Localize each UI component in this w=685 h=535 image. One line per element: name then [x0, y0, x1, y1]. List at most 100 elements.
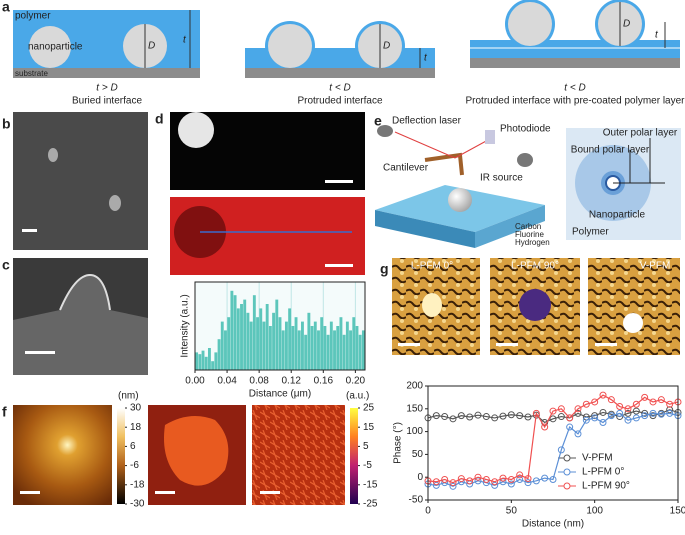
point: [541, 423, 549, 431]
image-label: L-PFM 0°: [411, 261, 453, 272]
panel-f: f (nm) (a.u.): [2, 391, 369, 505]
panel-label: a: [2, 0, 10, 15]
bar: [284, 321, 288, 370]
point: [666, 400, 674, 408]
point: [632, 400, 640, 408]
label: Carbon: [515, 222, 541, 231]
panel-e: e Deflection laser Photodiode Cantilever…: [374, 113, 681, 248]
caption: Protruded interface: [297, 96, 382, 107]
panel-label: e: [374, 113, 382, 129]
point: [624, 405, 632, 413]
cantilever: [424, 152, 464, 176]
colorbar-label: 6: [130, 441, 136, 452]
x-tick-label: 0.16: [314, 376, 334, 387]
laser: [454, 139, 489, 159]
point: [491, 414, 499, 422]
x-tick-label: 50: [506, 506, 518, 517]
colorbar-unit: (a.u.): [346, 391, 369, 402]
bar: [358, 334, 362, 370]
scale-bar: [496, 343, 518, 346]
laser-source: [377, 125, 393, 137]
photodiode: [485, 130, 495, 144]
panel-label: d: [155, 111, 164, 127]
bar: [204, 356, 208, 370]
label: nanoparticle: [28, 42, 83, 53]
particle: [109, 195, 121, 211]
colorbar-label: -30: [130, 499, 145, 510]
bar: [336, 326, 340, 370]
bar: [323, 326, 327, 370]
bar: [294, 317, 298, 370]
bar: [288, 308, 292, 370]
label: Nanoparticle: [589, 210, 646, 221]
bar: [342, 334, 346, 370]
sample-side: [475, 205, 545, 248]
point: [657, 396, 665, 404]
point: [499, 474, 507, 482]
bar: [246, 312, 250, 370]
bar: [224, 330, 227, 370]
colorbar-label: -18: [130, 479, 145, 490]
point: [432, 481, 440, 489]
point: [641, 409, 649, 417]
scale-bar: [155, 491, 175, 494]
point: [466, 477, 474, 485]
point: [591, 414, 599, 422]
scale-bar: [325, 180, 353, 183]
bar: [320, 317, 324, 370]
bar: [249, 321, 253, 370]
scale-bar: [595, 343, 617, 346]
point: [449, 482, 457, 490]
label: Outer polar layer: [603, 128, 678, 139]
particle: [448, 188, 472, 212]
point: [432, 478, 440, 486]
colorbar: [350, 408, 358, 504]
x-axis-label: Distance (μm): [249, 389, 311, 400]
bar: [243, 299, 247, 370]
bar: [195, 352, 199, 370]
edge: [59, 273, 111, 311]
panel-label: c: [2, 257, 10, 273]
series-line: [427, 394, 679, 484]
point: [649, 412, 657, 420]
label: t: [655, 30, 659, 41]
y-tick-label: 50: [412, 449, 424, 460]
point: [591, 412, 599, 420]
point: [507, 411, 515, 419]
panel-b: b: [2, 112, 148, 250]
point: [607, 396, 615, 404]
point: [507, 475, 515, 483]
sem-image: [13, 112, 148, 250]
bar: [227, 317, 231, 370]
bar: [256, 317, 259, 370]
scale-bar: [325, 264, 353, 267]
label: Bound polar layer: [571, 145, 650, 156]
point: [624, 409, 632, 417]
point: [482, 413, 490, 421]
point: [641, 412, 649, 420]
point: [616, 409, 624, 417]
point: [532, 411, 540, 419]
bar: [265, 304, 269, 370]
bar: [278, 317, 282, 370]
point: [599, 391, 607, 399]
point: [449, 415, 457, 423]
bar: [329, 321, 333, 370]
bar: [268, 326, 272, 370]
bar: [211, 361, 215, 370]
y-tick-label: 100: [406, 426, 423, 437]
bar: [281, 330, 285, 370]
scale-bar: [20, 491, 40, 494]
polymer-layer: [470, 40, 680, 58]
scale-bar: [260, 491, 280, 494]
label: t: [183, 35, 187, 46]
particle: [623, 313, 643, 333]
bar: [275, 299, 279, 370]
particle: [508, 2, 552, 46]
point: [432, 412, 440, 420]
point: [616, 403, 624, 411]
point: [666, 409, 674, 417]
pfm-image: [252, 405, 345, 505]
point: [649, 398, 657, 406]
point: [532, 409, 540, 417]
